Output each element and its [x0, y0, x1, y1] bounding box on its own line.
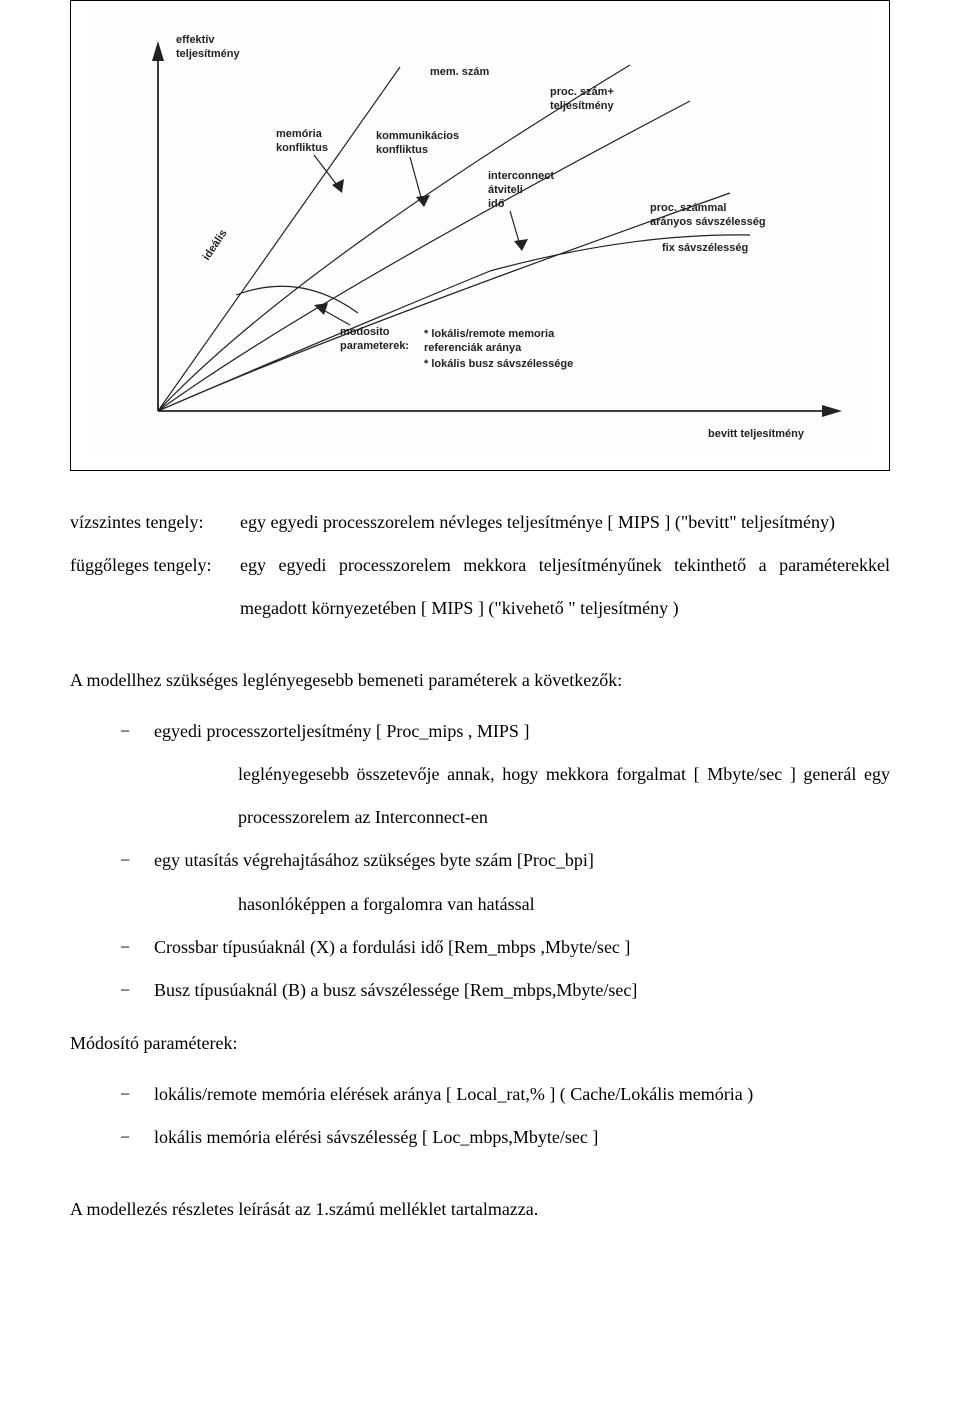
mid1-l1: memória	[276, 128, 323, 140]
bullet-text: egy utasítás végrehajtásához szükséges b…	[154, 850, 594, 870]
mod-label-2: parameterek:	[340, 340, 409, 352]
y-axis-label-2: teljesítmény	[176, 48, 240, 60]
mid2-l2: konfliktus	[376, 144, 428, 156]
mod-bullet-list: lokális/remote memória elérések aránya […	[70, 1073, 890, 1159]
mid3-l3: idő	[488, 198, 505, 210]
axis-vertical-label: függőleges tengely:	[70, 544, 240, 587]
line2-end-label-1: proc. szám+	[550, 86, 614, 98]
line4-end-label: fix sávszélesség	[662, 242, 748, 254]
axis-definitions: vízszintes tengely: egy egyedi processzo…	[70, 501, 890, 631]
list-item: Crossbar típusúaknál (X) a fordulási idő…	[120, 926, 890, 969]
bullet-text: egyedi processzorteljesítmény [ Proc_mip…	[154, 721, 529, 741]
bullet-sub: leglényegesebb összetevője annak, hogy m…	[154, 753, 890, 839]
mod-param-heading: Módosító paraméterek:	[70, 1022, 890, 1065]
axis-vertical-desc: egy egyedi processzorelem mekkora teljes…	[240, 544, 890, 630]
bullet-text: lokális memória elérési sávszélesség [ L…	[154, 1127, 598, 1147]
line2-end-label-2: teljesítmény	[550, 100, 614, 112]
line3-end-label-1: proc. számmal	[650, 202, 726, 214]
mid3-l1: interconnect	[488, 170, 554, 182]
mod-label-1: modosito	[340, 326, 390, 338]
y-axis-label-1: effektív	[176, 34, 215, 46]
mid3-l2: átviteli	[488, 184, 523, 196]
performance-chart: effektív teljesítmény bevitt teljesítmén…	[85, 11, 875, 451]
list-item: lokális/remote memória elérések aránya […	[120, 1073, 890, 1116]
chart-frame: effektív teljesítmény bevitt teljesítmén…	[70, 0, 890, 471]
line3-end-label-2: arányos sávszélesség	[650, 216, 766, 228]
closing-paragraph: A modellezés részletes leírását az 1.szá…	[70, 1188, 890, 1231]
axis-horizontal-desc: egy egyedi processzorelem névleges telje…	[240, 501, 890, 544]
list-item: egyedi processzorteljesítmény [ Proc_mip…	[120, 710, 890, 840]
mod-item1-l2: referenciák aránya	[424, 342, 522, 354]
bullet-text: Crossbar típusúaknál (X) a fordulási idő…	[154, 937, 630, 957]
list-item: lokális memória elérési sávszélesség [ L…	[120, 1116, 890, 1159]
main-bullet-list: egyedi processzorteljesítmény [ Proc_mip…	[70, 710, 890, 1012]
mod-item2: * lokális busz sávszélessége	[424, 358, 573, 370]
line1-end-label: mem. szám	[430, 66, 490, 78]
x-axis-label: bevitt teljesítmény	[708, 428, 805, 440]
bullet-text: Busz típusúaknál (B) a busz sávszélesség…	[154, 980, 637, 1000]
axis-horizontal-label: vízszintes tengely:	[70, 501, 240, 544]
mid1-l2: konfliktus	[276, 142, 328, 154]
axis-row-vertical: függőleges tengely: egy egyedi processzo…	[70, 544, 890, 630]
axis-row-horizontal: vízszintes tengely: egy egyedi processzo…	[70, 501, 890, 544]
bullet-sub: hasonlóképpen a forgalomra van hatással	[154, 883, 890, 926]
list-item: Busz típusúaknál (B) a busz sávszélesség…	[120, 969, 890, 1012]
mid2-l1: kommunikácios	[376, 130, 459, 142]
list-item: egy utasítás végrehajtásához szükséges b…	[120, 839, 890, 925]
mod-item1-l1: * lokális/remote memoria	[424, 328, 555, 340]
bullet-text: lokális/remote memória elérések aránya […	[154, 1084, 753, 1104]
intro-paragraph: A modellhez szükséges leglényegesebb bem…	[70, 659, 890, 702]
